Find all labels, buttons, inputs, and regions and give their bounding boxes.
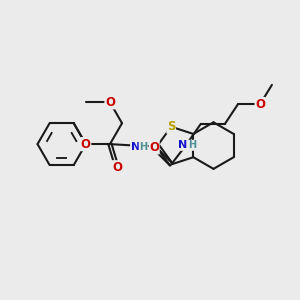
Text: O: O bbox=[149, 141, 159, 154]
Text: O: O bbox=[255, 98, 265, 111]
Text: H: H bbox=[139, 142, 147, 152]
Text: N: N bbox=[131, 142, 140, 152]
Text: O: O bbox=[112, 161, 122, 174]
Text: N: N bbox=[178, 140, 188, 150]
Text: S: S bbox=[167, 120, 176, 133]
Text: O: O bbox=[81, 138, 91, 151]
Text: O: O bbox=[105, 96, 115, 109]
Text: H: H bbox=[188, 140, 196, 150]
